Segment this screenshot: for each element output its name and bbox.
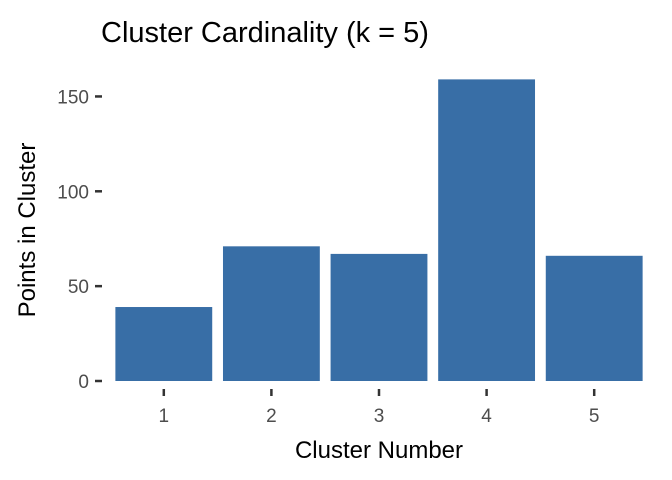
bars-group [115, 79, 643, 381]
x-tick-label-4: 4 [481, 406, 492, 427]
x-axis-title: Cluster Number [295, 437, 463, 464]
x-tick-label-2: 2 [266, 406, 277, 427]
bar-cluster-1 [115, 307, 213, 381]
bar-cluster-4 [438, 79, 536, 381]
bar-cluster-3 [330, 253, 428, 381]
x-tick-label-1: 1 [159, 406, 170, 427]
y-tick-label-100: 100 [57, 182, 89, 203]
x-tick-label-5: 5 [589, 406, 600, 427]
y-axis: 0 50 100 150 [57, 87, 102, 393]
y-tick-label-50: 50 [68, 277, 89, 298]
y-axis-title: Points in Cluster [14, 143, 41, 318]
bar-cluster-5 [545, 255, 643, 381]
bar-cluster-2 [222, 246, 320, 381]
y-tick-label-0: 0 [78, 372, 89, 393]
x-axis: 1 2 3 4 5 [159, 389, 600, 427]
x-tick-label-3: 3 [374, 406, 385, 427]
chart-title: Cluster Cardinality (k = 5) [101, 17, 429, 49]
y-tick-label-150: 150 [57, 87, 89, 108]
